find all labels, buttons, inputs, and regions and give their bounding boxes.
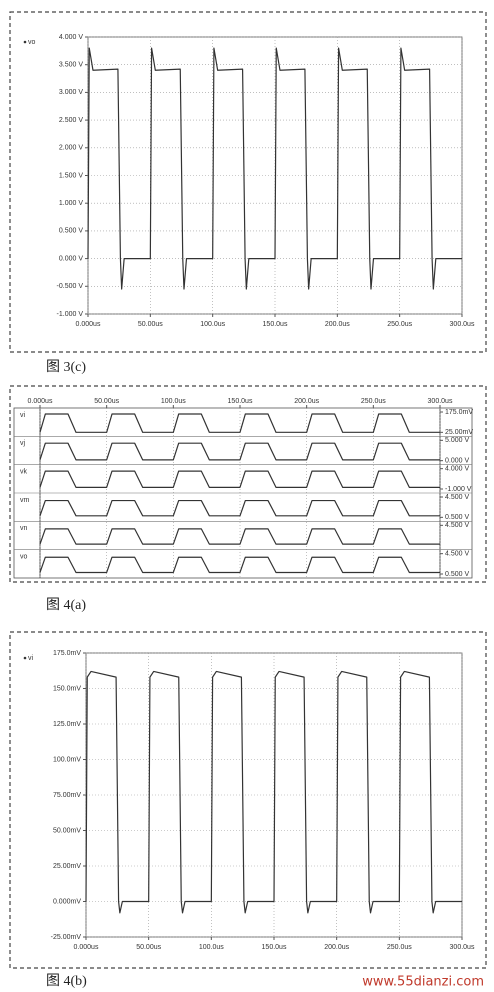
x-tick-label: 100.0us	[161, 398, 186, 405]
y-tick-label: 50.00mV	[53, 827, 81, 834]
y-tick-label: 125.0mV	[53, 721, 81, 728]
x-tick-label: 300.0us	[450, 944, 475, 951]
figure-caption: 图 4(b)	[46, 974, 87, 989]
waveform	[87, 47, 462, 290]
x-tick-label: 0.000us	[28, 398, 53, 405]
y-tick-label: 4.500 V	[445, 494, 469, 501]
y-tick-label: 3.500 V	[59, 62, 83, 69]
figure-frame	[9, 631, 487, 969]
panel-label: vn	[20, 525, 28, 532]
x-tick-label: 250.0us	[387, 321, 412, 328]
y-tick-label: 2.500 V	[59, 117, 83, 124]
y-tick-label: 4.500 V	[445, 551, 469, 558]
legend-label: vo	[28, 39, 36, 46]
x-tick-label: 100.0us	[200, 321, 225, 328]
y-tick-label: 4.000 V	[445, 466, 469, 473]
y-tick-label: 0.000 V	[445, 458, 469, 465]
y-tick-label: 175.0mV	[445, 409, 473, 416]
figure-frame	[9, 11, 487, 353]
y-tick-label: 175.0mV	[53, 650, 81, 657]
y-tick-label: -25.00mV	[51, 934, 82, 941]
x-tick-label: 150.0us	[228, 398, 253, 405]
y-tick-label: 0.500 V	[445, 571, 469, 578]
y-tick-label: 150.0mV	[53, 685, 81, 692]
y-tick-label: -0.500 V	[57, 283, 84, 290]
waveform	[39, 413, 440, 433]
x-tick-label: 200.0us	[325, 321, 350, 328]
x-tick-label: 0.000us	[76, 321, 101, 328]
y-tick-label: 25.00mV	[445, 429, 473, 436]
y-tick-label: 75.00mV	[53, 792, 81, 799]
legend-label: vi	[28, 655, 34, 662]
x-tick-label: 150.0us	[262, 944, 287, 951]
x-tick-label: 300.0us	[428, 398, 453, 405]
y-tick-label: 0.500 V	[59, 228, 83, 235]
waveform	[39, 556, 440, 574]
y-tick-label: 4.500 V	[445, 522, 469, 529]
y-tick-label: -1.000 V	[57, 311, 84, 318]
panel-label: vk	[20, 469, 28, 476]
x-tick-label: 50.00us	[138, 321, 163, 328]
waveform	[39, 499, 440, 517]
y-tick-label: 0.500 V	[445, 514, 469, 521]
x-tick-label: 150.0us	[263, 321, 288, 328]
y-tick-label: 25.00mV	[53, 863, 81, 870]
watermark: www.55dianzi.com	[362, 975, 484, 990]
x-tick-label: 250.0us	[361, 398, 386, 405]
x-tick-label: 50.00us	[94, 398, 119, 405]
figure-caption: 图 3(c)	[46, 360, 86, 375]
y-tick-label: 1.000 V	[59, 200, 83, 207]
x-tick-label: 200.0us	[294, 398, 319, 405]
waveform	[39, 442, 440, 461]
y-tick-label: 0.000 V	[59, 255, 83, 262]
panel-label: vo	[20, 554, 28, 561]
y-tick-label: 100.0mV	[53, 756, 81, 763]
x-tick-label: 300.0us	[450, 321, 475, 328]
y-tick-label: 1.500 V	[59, 172, 83, 179]
figure-frame	[9, 385, 487, 583]
y-tick-label: 2.000 V	[59, 145, 83, 152]
y-tick-label: 0.000mV	[53, 898, 81, 905]
x-tick-label: 50.00us	[136, 944, 161, 951]
waveform	[85, 670, 462, 914]
y-tick-label: 5.000 V	[445, 437, 469, 444]
y-tick-label: -1.000 V	[445, 486, 472, 493]
waveform	[39, 528, 440, 545]
figure-caption: 图 4(a)	[46, 598, 86, 613]
waveform	[39, 470, 440, 488]
x-tick-label: 100.0us	[199, 944, 224, 951]
x-tick-label: 200.0us	[324, 944, 349, 951]
legend-marker	[23, 40, 27, 44]
x-tick-label: 0.000us	[74, 944, 99, 951]
panel-label: vi	[20, 412, 26, 419]
y-tick-label: 4.000 V	[59, 34, 83, 41]
panel-label: vm	[20, 497, 30, 504]
legend-marker	[23, 656, 27, 660]
panel-label: vj	[20, 440, 26, 447]
y-tick-label: 3.000 V	[59, 89, 83, 96]
x-tick-label: 250.0us	[387, 944, 412, 951]
